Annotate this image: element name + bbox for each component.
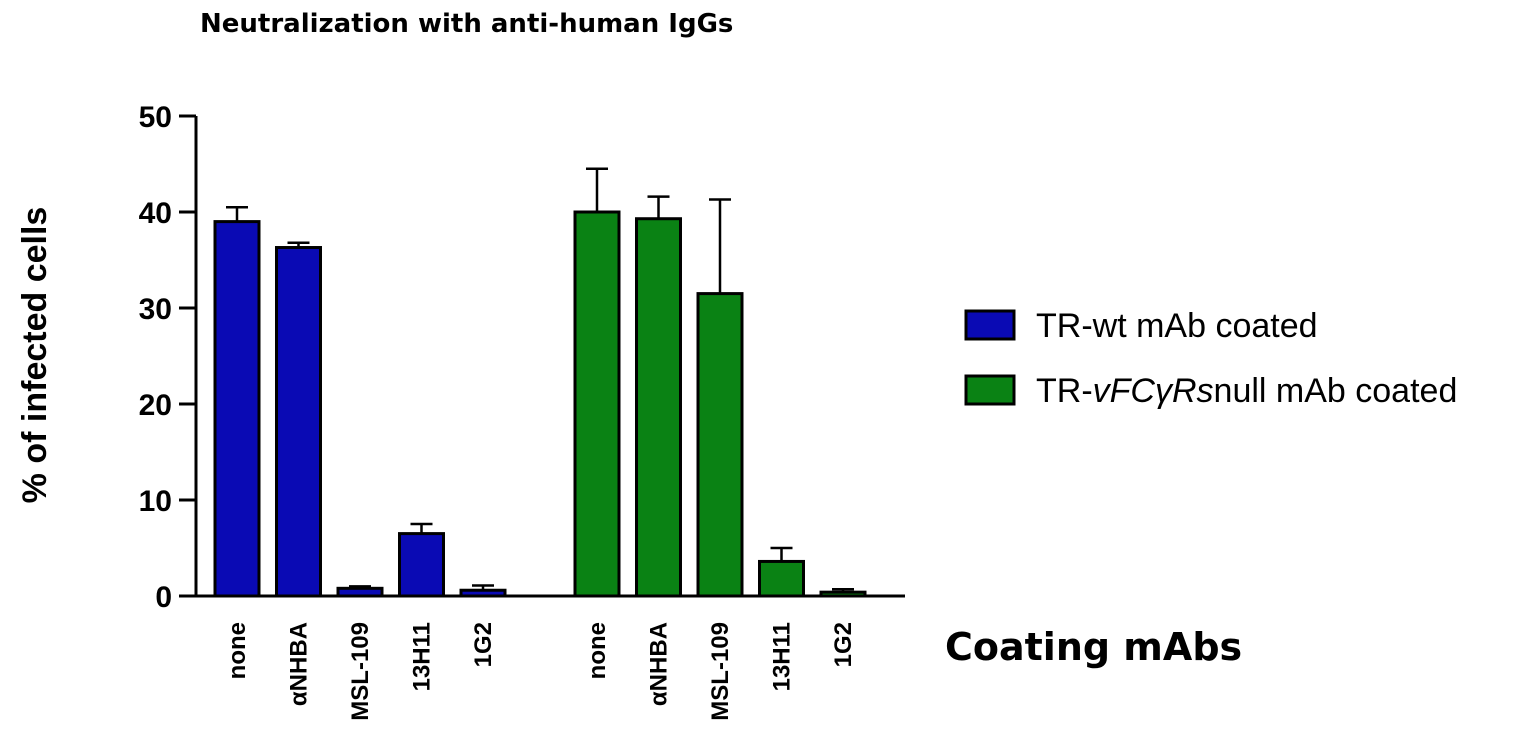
bar — [758, 559, 805, 598]
category-label: none — [584, 622, 611, 679]
bar — [573, 210, 621, 598]
bar — [819, 590, 867, 598]
legend-swatch — [964, 309, 1016, 341]
category-label: 13H11 — [769, 622, 796, 691]
category-label: αNHBA — [286, 622, 313, 706]
legend-swatch — [964, 374, 1016, 406]
bar — [459, 588, 507, 598]
category-label: 13H11 — [409, 622, 436, 691]
legend-label: TR-vFCγRsnull mAb coated — [1036, 372, 1457, 410]
y-axis: 0 10 20 30 40 50 — [139, 101, 198, 614]
bar — [398, 532, 445, 598]
y-tick-label: 30 — [139, 293, 172, 326]
bar — [635, 217, 682, 598]
bar — [336, 586, 384, 598]
category-label: 1G2 — [830, 622, 857, 667]
y-tick-label: 10 — [139, 485, 172, 518]
bar — [213, 220, 261, 598]
category-label: MSL-109 — [347, 622, 374, 721]
y-tick-label: 40 — [139, 197, 172, 230]
bars — [213, 167, 867, 598]
category-label: 1G2 — [470, 622, 497, 667]
y-tick-label: 50 — [139, 101, 172, 134]
x-axis-label: Coating mAbs — [945, 625, 1242, 669]
category-labels: none αNHBA MSL-109 13H11 1G2 none αNHBA MSL-109… — [224, 622, 857, 721]
category-label: MSL-109 — [707, 622, 734, 721]
y-axis-label: % of infected cells — [16, 207, 54, 504]
category-label: none — [224, 622, 251, 679]
category-label: αNHBA — [646, 622, 673, 706]
y-tick-label: 20 — [139, 389, 172, 422]
legend-label: TR-wt mAb coated — [1036, 307, 1318, 345]
y-tick-label: 0 — [155, 581, 172, 614]
chart-title: Neutralization with anti-human IgGs — [200, 9, 733, 39]
legend: TR-wt mAb coated TR-vFCγRsnull mAb coated — [964, 307, 1457, 410]
bar — [696, 292, 744, 598]
bar — [275, 246, 322, 598]
